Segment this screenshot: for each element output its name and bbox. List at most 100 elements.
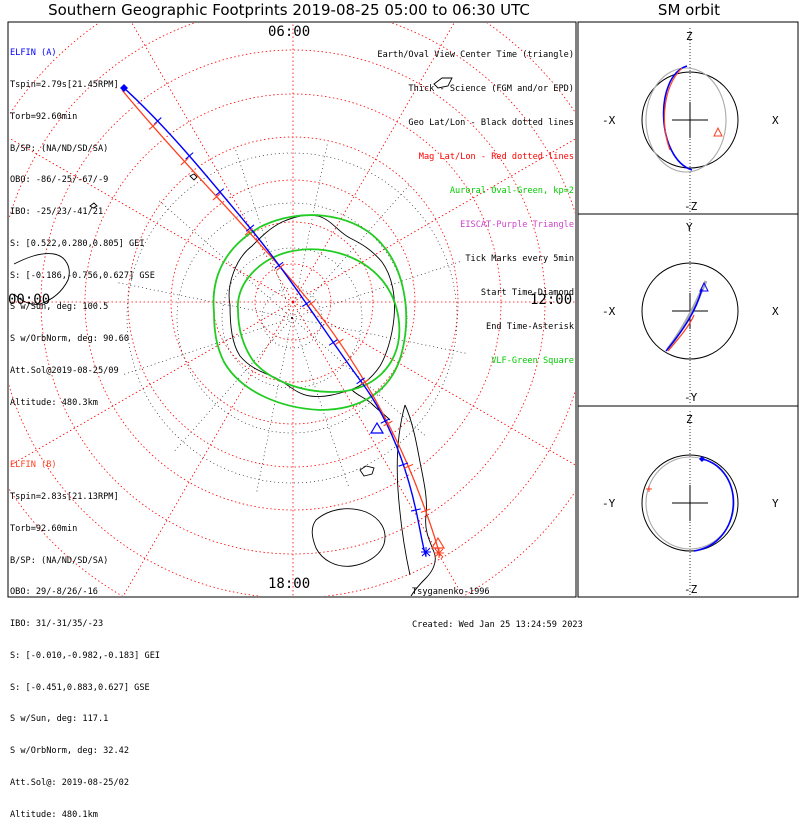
elfin-b-line: S w/Sun, deg: 117.1 (10, 714, 109, 725)
elfin-a-tick (185, 152, 194, 160)
credits: Tsyganenko-1996 Created: Wed Jan 25 13:2… (412, 565, 583, 642)
elfin-b-tick (148, 122, 158, 130)
elfin-b-line: S w/OrbNorm, deg: 32.42 (10, 746, 129, 757)
sm-orbit-title: SM orbit (657, 1, 721, 19)
elfin-b-sm-orbit (667, 314, 695, 352)
elfin-a-start-diamond (120, 84, 128, 92)
sm-axis-label-top: Z (686, 30, 693, 43)
elfin-b-tick (383, 420, 393, 427)
sm-axis-label-top: Y (686, 221, 693, 234)
footprint-map: Z -Z -X X Y -Y -X X Z -Z -Y Y (7, 21, 799, 598)
elfin-b-line: IBO: 31/-31/35/-23 (10, 619, 104, 630)
elfin-a-tick (356, 377, 365, 385)
geo-lon-spoke (172, 317, 293, 454)
elfin-b-tick (276, 263, 285, 271)
elfin-b-name: ELFIN (B) (10, 460, 57, 471)
sm-panel-frame-3 (577, 405, 799, 598)
elfin-b-line: Tspin=2.83s[21.13RPM] (10, 491, 119, 502)
sm-axis-label-left: -Y (602, 497, 616, 510)
elfin-a-tick (245, 224, 255, 232)
auroral-oval-outer (212, 214, 408, 411)
elfin-a-tick (328, 339, 338, 346)
elfin-a-sm-orbit (662, 65, 693, 171)
elfin-a-line: OBO: -86/-25/-67/-9 (10, 175, 109, 186)
sm-axis-label-right: X (772, 114, 779, 127)
sm-orbit-panels: Z -Z -X X Y -Y -X X Z -Z -Y Y (602, 28, 779, 596)
geo-lat-circle (126, 152, 458, 484)
elfin-a-line: S w/OrbNorm, deg: 90.60 (10, 334, 129, 345)
sm-axis-label-left: -X (602, 305, 616, 318)
africa-coast (13, 253, 70, 305)
island-2 (433, 77, 453, 89)
sm-panel-1: Z -Z -X X (602, 28, 779, 213)
elfin-a-end-asterisk (421, 547, 431, 557)
map-frame (7, 21, 577, 598)
elfin-a-tick (153, 117, 162, 125)
australia-coast (311, 508, 386, 567)
elfin-a-line: S: [-0.186,-0.756,0.627] GSE (10, 270, 155, 281)
elfin-a-view-center-triangle (369, 421, 385, 434)
sm-axis-label-left: -X (602, 114, 616, 127)
legend-entry: VLF-Green Square (491, 355, 574, 366)
elfin-a-line: Att.Sol@2019-08-25/09 (10, 366, 119, 376)
elfin-b-line: OBO: 29/-8/26/-16 (10, 587, 98, 598)
elfin-a-line: B/SP: (NA/ND/SD/SA) (10, 143, 109, 154)
sm-axis-label-bottom: -Z (684, 583, 698, 596)
elfin-a-sm-orbit (693, 458, 735, 552)
sm-axis-label-right: Y (772, 497, 779, 510)
elfin-b-tick (306, 300, 316, 308)
mag-lat-circle (170, 179, 416, 425)
elfin-b-tick (334, 338, 344, 346)
elfin-a-line: Torb=92.60min (10, 111, 78, 122)
elfin-a-line: Altitude: 480.3km (10, 397, 98, 408)
elfin-b-tick (420, 508, 431, 513)
island-3 (189, 173, 198, 181)
elfin-b-line: B/SP: (NA/ND/SD/SA) (10, 555, 109, 566)
sm-earth-circle (641, 454, 739, 552)
sm-panel-2: Y -Y -X X (602, 219, 779, 404)
antarctica-coast (228, 214, 395, 397)
elfin-a-line: IBO: -25/23/-41/21 (10, 207, 104, 218)
legend-entry: Start Time-Diamond (480, 287, 574, 298)
elfin-b-view-center-triangle (430, 536, 446, 549)
elfin-b-tick (403, 463, 414, 469)
legend-entry: End Time-Asterisk (486, 321, 574, 332)
elfin-b-tick-marks (148, 122, 431, 513)
elfin-b-end-asterisk (434, 548, 444, 558)
sm-earth-circle (641, 262, 739, 360)
elfin-a-sm-triangle (699, 281, 709, 292)
elfin-a-tick (215, 188, 225, 196)
elfin-a-tick (274, 261, 284, 269)
elfin-b-line: Torb=92.60min (10, 523, 78, 534)
sm-earth-circle (641, 71, 739, 169)
elfin-b-footprint-track (121, 89, 441, 557)
elfin-a-tick-marks (153, 117, 421, 512)
legend-entry: Mag Lat/Lon - Red dotted lines (418, 151, 574, 162)
elfin-a-tick (380, 418, 390, 424)
elfin-a-sm-diamond (699, 456, 705, 462)
south-america-coast (396, 404, 436, 596)
legend-entry: Tick Marks every 5min (465, 253, 574, 264)
plot-title: Southern Geographic Footprints 2019-08-2… (48, 1, 530, 19)
model-credit: Tsyganenko-1996 (412, 587, 490, 597)
mlt-label-left: 00:00 (8, 292, 51, 308)
elfin-b-line: S: [-0.010,-0.982,-0.183] GEI (10, 650, 161, 661)
elfin-a-line: Tspin=2.79s[21.45RPM] (10, 79, 119, 90)
elfin-a-tick (410, 508, 421, 512)
legend: Earth/Oval View Center Time (triangle) T… (377, 27, 574, 379)
elfin-b-line: Att.Sol@: 2019-08-25/02 (10, 778, 129, 788)
elfin-b-tick (180, 157, 189, 166)
elfin-b-tick (244, 227, 253, 236)
elfin-b-sm-triangle (713, 126, 723, 137)
geo-lat-circle (221, 247, 363, 389)
elfin-b-sm-orbit-segment (663, 67, 683, 151)
geo-lon-spoke (234, 147, 293, 319)
island-4 (89, 202, 98, 209)
elfin-a-line: S: [0.522,0.280,0.805] GEI (10, 238, 145, 249)
created-timestamp: Created: Wed Jan 25 13:24:59 2023 (412, 620, 583, 630)
elfin-b-sm-orbit (645, 67, 727, 173)
elfin-a-info: ELFIN (A) Tspin=2.79s[21.45RPM] Torb=92.… (10, 27, 155, 419)
mlt-label-bottom: 18:00 (268, 576, 311, 592)
elfin-a-tick (302, 300, 311, 307)
sm-axis-label-top: Z (686, 413, 693, 426)
